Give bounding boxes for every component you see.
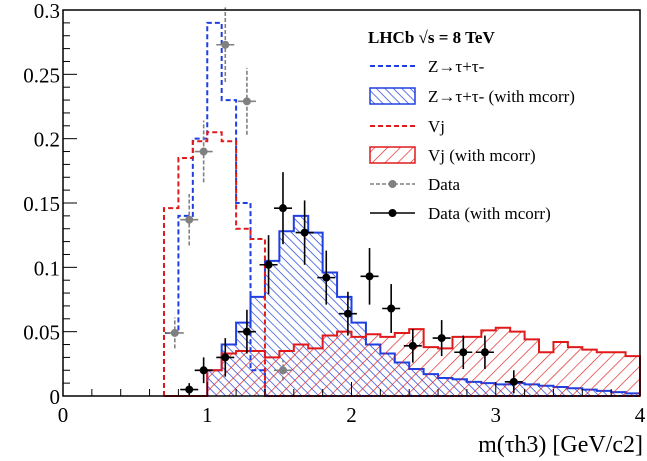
- y-tick-label: 0.05: [23, 321, 60, 345]
- y-tick-labels: 0 0.05 0.1 0.15 0.2 0.25 0.3: [23, 0, 60, 409]
- data-point: [185, 385, 194, 394]
- data-point: [480, 348, 489, 357]
- y-tick-label: 0.2: [34, 128, 60, 152]
- data-point: [278, 204, 287, 213]
- legend-swatches: [369, 65, 416, 217]
- data-point: [199, 147, 208, 156]
- data-point: [343, 309, 352, 318]
- data-point: [322, 273, 331, 282]
- data-point: [199, 366, 208, 375]
- data-point: [185, 215, 194, 224]
- x-tick-label: 0: [58, 403, 69, 427]
- y-tick-label: 0.3: [34, 0, 60, 23]
- legend-swatch-black-point: [388, 209, 397, 217]
- data-points: [165, 7, 523, 396]
- plot-area: [162, 7, 641, 397]
- x-tick-label: 4: [635, 403, 646, 427]
- data-point: [459, 348, 468, 357]
- legend-swatch-grey-point: [388, 180, 397, 188]
- data-point: [242, 97, 251, 106]
- data-point: [278, 366, 287, 375]
- data-point: [437, 334, 446, 343]
- legend-title: LHCb √s = 8 TeV: [368, 28, 495, 47]
- data-point: [300, 228, 309, 237]
- y-tick-label: 0.1: [34, 256, 60, 280]
- y-tick-label: 0.25: [23, 63, 60, 87]
- legend-swatch-red-hatched: [369, 146, 416, 164]
- data-point: [221, 40, 230, 49]
- data-point: [509, 377, 518, 386]
- legend-label-vj: Vj: [428, 117, 445, 136]
- legend: LHCb √s = 8 TeV Z→τ+τ- Z→τ+τ- (with mcor…: [368, 28, 575, 223]
- legend-label-data: Data: [428, 175, 461, 194]
- data-point: [365, 272, 374, 281]
- hatched-histograms: [163, 214, 641, 397]
- data-point: [242, 327, 251, 336]
- data-point: [264, 260, 273, 269]
- x-tick-label: 1: [202, 403, 213, 427]
- y-tick-label: 0: [50, 385, 61, 409]
- legend-label-z-tautau-mcorr: Z→τ+τ- (with mcorr): [428, 87, 575, 106]
- data-point: [170, 328, 179, 337]
- legend-swatch-blue-hatched: [369, 87, 416, 105]
- y-tick-label: 0.15: [23, 192, 60, 216]
- x-tick-label: 3: [491, 403, 502, 427]
- axis-ticks: [62, 9, 641, 397]
- data-point: [221, 353, 230, 362]
- data-point: [387, 304, 396, 313]
- legend-label-data-mcorr: Data (with mcorr): [428, 204, 551, 223]
- legend-label-z-tautau: Z→τ+τ-: [428, 57, 485, 76]
- x-tick-labels: 0 1 2 3 4: [58, 403, 646, 427]
- legend-label-vj-mcorr: Vj (with mcorr): [428, 146, 536, 165]
- x-axis-title: m(τh3) [GeV/c2]: [478, 432, 643, 458]
- data-point: [408, 341, 417, 350]
- x-tick-label: 2: [346, 403, 357, 427]
